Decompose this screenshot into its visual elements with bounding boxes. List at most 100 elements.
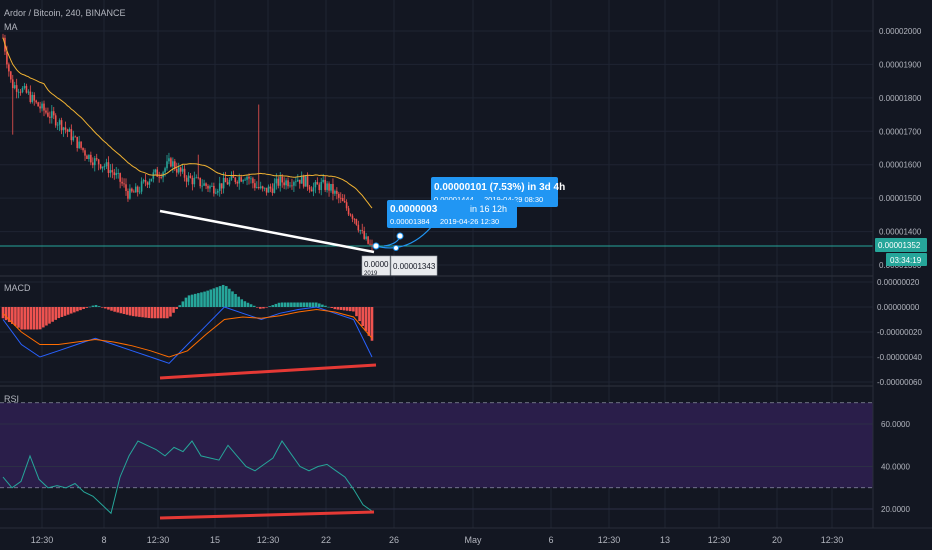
label-a: 0.0000: [364, 260, 389, 269]
macd-histogram-bar: [11, 307, 14, 324]
rsi-divergence-line[interactable]: [159, 510, 375, 520]
candle-body: [248, 176, 250, 179]
candle-body: [189, 175, 192, 178]
macd-histogram-bar: [259, 307, 262, 309]
candle-body: [95, 158, 98, 160]
candle-body: [267, 186, 270, 193]
candle-body: [371, 244, 373, 246]
macd-histogram-bar: [107, 307, 110, 310]
forecast-box-1-title: 0.00000101 (7.53%) in 3d 4h: [434, 182, 565, 193]
candle-body: [246, 176, 248, 180]
macd-histogram-bar: [156, 307, 160, 319]
macd-histogram-bar: [116, 307, 120, 313]
candle-body: [230, 175, 233, 180]
macd-histogram-bar: [342, 307, 346, 311]
candle-body: [289, 185, 291, 187]
countdown-badge[interactable]: 03:34:19: [886, 253, 927, 266]
macd-histogram-bar: [125, 307, 129, 315]
macd-histogram-bar: [178, 305, 182, 307]
macd-histogram-bar: [150, 307, 154, 319]
candle-body: [17, 91, 20, 93]
rsi-band: [0, 402, 873, 488]
y-axis-labels[interactable]: 0.00002000 0.00001900 0.00001800 0.00001700…: [877, 27, 922, 514]
candle-body: [263, 187, 266, 189]
x-tick-label: 8: [101, 535, 106, 545]
candle-body: [10, 71, 12, 80]
forecast-box-1[interactable]: 0.00000101 (7.53%) in 3d 4h 0.00001444 2…: [431, 177, 565, 207]
candle-body: [277, 178, 280, 186]
macd-histogram-bar: [4, 307, 8, 321]
forecast-box-2[interactable]: 0.0000003 in 16 12h 0.00001384 2019-04-2…: [387, 200, 517, 228]
macd-histogram-bar: [26, 307, 30, 330]
forecast-point-start[interactable]: [372, 242, 380, 250]
candle-body: [328, 183, 330, 191]
macd-histogram-bar: [181, 301, 185, 307]
candle-body: [27, 91, 30, 93]
candle-body: [271, 188, 274, 193]
candle-body: [326, 183, 328, 190]
candle-body: [316, 182, 319, 185]
candle-body: [33, 94, 36, 101]
macd-histogram-bar: [268, 306, 271, 307]
macd-histogram-bar: [110, 307, 113, 311]
macd-histogram-bar: [20, 307, 23, 330]
candle-body: [353, 218, 356, 220]
macd-histogram-bar: [336, 307, 340, 310]
macd-histogram-bar: [122, 307, 126, 314]
x-tick-label: 12:30: [31, 535, 54, 545]
candle-body: [302, 175, 305, 187]
candle-body: [84, 150, 86, 156]
macd-histogram-bar: [32, 307, 36, 330]
candle-body: [21, 88, 24, 93]
candle-body: [76, 136, 78, 149]
ma-line: [2, 37, 373, 209]
macd-pane[interactable]: [0, 281, 873, 383]
rsi-pane[interactable]: [0, 402, 873, 520]
candle-body: [285, 180, 287, 186]
macd-histogram-bar: [370, 307, 374, 341]
macd-divergence-line[interactable]: [159, 363, 377, 380]
macd-axis-tick: -0.00000040: [877, 353, 922, 362]
price-label-tooltip-1[interactable]: 0.0000 2019: [361, 255, 391, 277]
candle-body: [355, 219, 358, 225]
candle-body: [23, 85, 26, 89]
macd-histogram-bar: [45, 307, 48, 326]
candle-body: [291, 185, 293, 187]
macd-legend-label[interactable]: MACD: [4, 283, 31, 293]
candle-body: [80, 141, 82, 148]
forecast-point-end[interactable]: [393, 245, 399, 251]
candle-body: [72, 136, 75, 141]
candle-body: [140, 181, 143, 192]
macd-histogram-bar: [215, 287, 219, 307]
macd-histogram-bar: [255, 307, 259, 308]
macd-histogram-bar: [203, 291, 206, 307]
macd-histogram-bar: [302, 302, 306, 307]
candle-body: [197, 177, 200, 179]
candle-body: [361, 230, 364, 231]
candle-body: [13, 85, 16, 89]
white-trendline[interactable]: [159, 209, 375, 254]
macd-histogram-bar: [162, 307, 166, 319]
current-price-badge[interactable]: 0.00001352: [875, 238, 927, 252]
macd-histogram-bar: [243, 301, 247, 307]
price-axis-tick: 0.00001400: [879, 228, 922, 237]
candle-body: [183, 168, 186, 178]
macd-histogram-bar: [296, 302, 299, 307]
signal-line: [2, 308, 373, 358]
price-label-tooltip-2[interactable]: 0.00001343: [390, 255, 438, 277]
rsi-legend-label[interactable]: RSI: [4, 394, 19, 404]
forecast-point-mid[interactable]: [396, 232, 404, 240]
price-axis-tick: 0.00001800: [879, 94, 922, 103]
ma-legend-label[interactable]: MA: [4, 22, 18, 32]
candle-body: [66, 129, 69, 132]
price-pane[interactable]: 0.00000101 (7.53%) in 3d 4h 0.00001444 2…: [0, 30, 873, 277]
candle-body: [324, 179, 326, 190]
candle-body: [144, 179, 147, 183]
candles: [2, 33, 373, 251]
symbol-title[interactable]: Ardor / Bitcoin, 240, BINANCE: [4, 8, 126, 18]
x-tick-label: 6: [548, 535, 553, 545]
x-axis-labels[interactable]: 12:30 8 12:30 15 12:30 22 26 May 6 12:30 13 12:30 20…: [31, 535, 844, 545]
candle-body: [82, 147, 84, 151]
candle-body: [369, 243, 371, 245]
